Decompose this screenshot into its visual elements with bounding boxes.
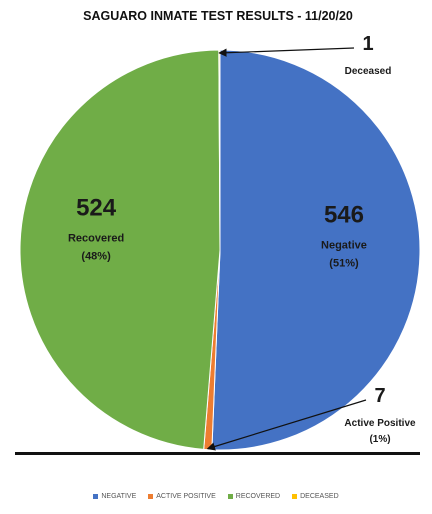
baseline-bar (15, 452, 420, 455)
legend-swatch (292, 493, 298, 499)
legend: NEGATIVE ACTIVE POSITIVE RECOVERED DECEASED (0, 493, 432, 500)
slice-active-positive-value: 7 (374, 385, 385, 407)
pie-slice-recovered (19, 49, 221, 450)
legend-item-active-positive: ACTIVE POSITIVE (148, 493, 216, 500)
slice-recovered-percent: (48%) (81, 250, 111, 262)
slice-deceased-value: 1 (362, 33, 373, 55)
legend-label: DECEASED (300, 493, 339, 500)
slice-negative-value: 546 (324, 202, 364, 229)
slice-negative-percent: (51%) (329, 258, 359, 270)
legend-label: NEGATIVE (101, 493, 137, 500)
slice-recovered-label: Recovered (68, 232, 124, 244)
slice-active-positive-label: Active Positive (344, 418, 416, 429)
legend-swatch (227, 493, 233, 499)
chart-title: SAGUARO INMATE TEST RESULTS - 11/20/20 (83, 9, 353, 23)
slice-active-positive-leader-arrow (206, 399, 367, 451)
legend-item-negative: NEGATIVE (93, 493, 136, 500)
legend-item-recovered: RECOVERED (227, 493, 281, 500)
slice-negative-label: Negative (321, 240, 367, 252)
slice-active-positive-percent: (1%) (369, 434, 390, 445)
legend-swatch (148, 493, 154, 499)
slice-deceased-label: Deceased (345, 66, 392, 77)
legend-swatch (93, 493, 99, 499)
pie-slice-negative (211, 49, 421, 451)
legend-item-deceased: DECEASED (292, 493, 339, 500)
slice-deceased-leader-arrow (218, 47, 355, 57)
slice-recovered-value: 524 (76, 194, 117, 221)
legend-label: RECOVERED (235, 493, 281, 500)
legend-label: ACTIVE POSITIVE (156, 493, 216, 500)
